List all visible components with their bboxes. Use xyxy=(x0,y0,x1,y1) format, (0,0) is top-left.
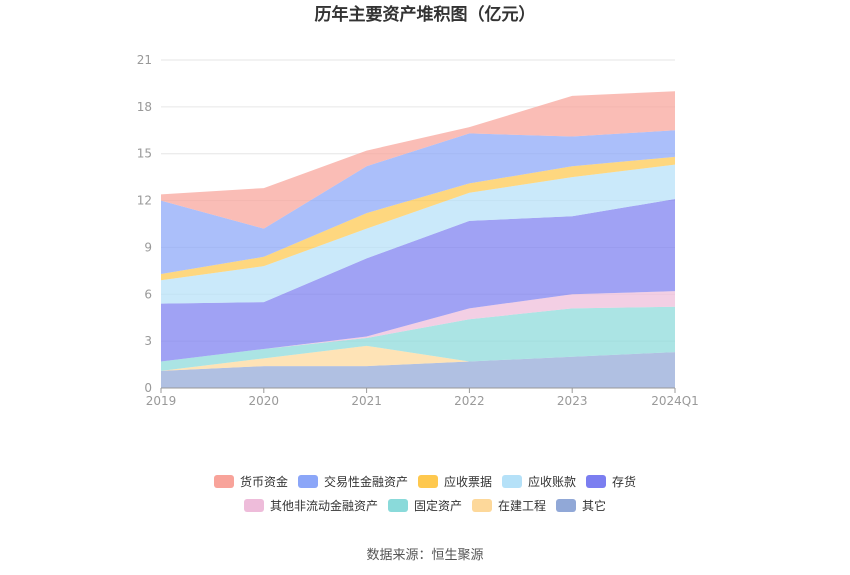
x-tick-label: 2020 xyxy=(249,394,280,408)
area-其他非流动金融资产 xyxy=(161,291,675,362)
legend-swatch xyxy=(418,475,438,488)
area-应收账款 xyxy=(161,164,675,304)
data-source: 数据来源：恒生聚源 xyxy=(366,548,483,563)
x-tick-label: 2022 xyxy=(454,394,485,408)
y-tick-label: 3 xyxy=(144,334,152,348)
legend-swatch xyxy=(586,475,606,488)
legend-swatch xyxy=(556,499,576,512)
axes: 2019 2020 2021 2022 2023 2024Q1 xyxy=(146,387,699,408)
area-应收票据 xyxy=(161,156,675,281)
legend-swatch xyxy=(472,499,492,512)
legend-label: 应收票据 xyxy=(444,474,492,489)
y-tick-label: 6 xyxy=(144,287,152,301)
legend-swatch xyxy=(298,475,318,488)
x-tick-label: 2021 xyxy=(351,394,382,408)
y-tick-label: 0 xyxy=(144,381,152,395)
legend-label: 在建工程 xyxy=(498,498,546,513)
legend-label: 存货 xyxy=(612,474,636,489)
y-tick-label: 21 xyxy=(137,53,152,67)
area-在建工程 xyxy=(161,345,675,371)
chart-title: 历年主要资产堆积图（亿元） xyxy=(315,4,536,25)
area-交易性金融资产 xyxy=(161,130,675,274)
area-series xyxy=(161,91,675,388)
area-固定资产 xyxy=(161,306,675,371)
legend-label: 应收账款 xyxy=(528,474,576,489)
area-其它 xyxy=(161,352,675,388)
x-tick-label: 2024Q1 xyxy=(651,394,699,408)
y-tick-label: 12 xyxy=(137,194,152,208)
legend-label: 其他非流动金融资产 xyxy=(270,498,378,513)
legend-label: 其它 xyxy=(582,498,606,513)
y-tick-label: 18 xyxy=(137,100,152,114)
legend-swatch xyxy=(502,475,522,488)
y-tick-label: 9 xyxy=(144,240,152,254)
y-tick-label: 15 xyxy=(137,147,152,161)
legend-swatch xyxy=(214,475,234,488)
legend-label: 交易性金融资产 xyxy=(324,474,408,489)
legend-label: 货币资金 xyxy=(240,474,288,489)
legend-swatch xyxy=(388,499,408,512)
legend-label: 固定资产 xyxy=(414,498,462,513)
x-tick-label: 2019 xyxy=(146,394,177,408)
area-货币资金 xyxy=(161,91,675,229)
area-存货 xyxy=(161,199,675,362)
x-tick-label: 2023 xyxy=(557,394,588,408)
legend-swatch xyxy=(244,499,264,512)
